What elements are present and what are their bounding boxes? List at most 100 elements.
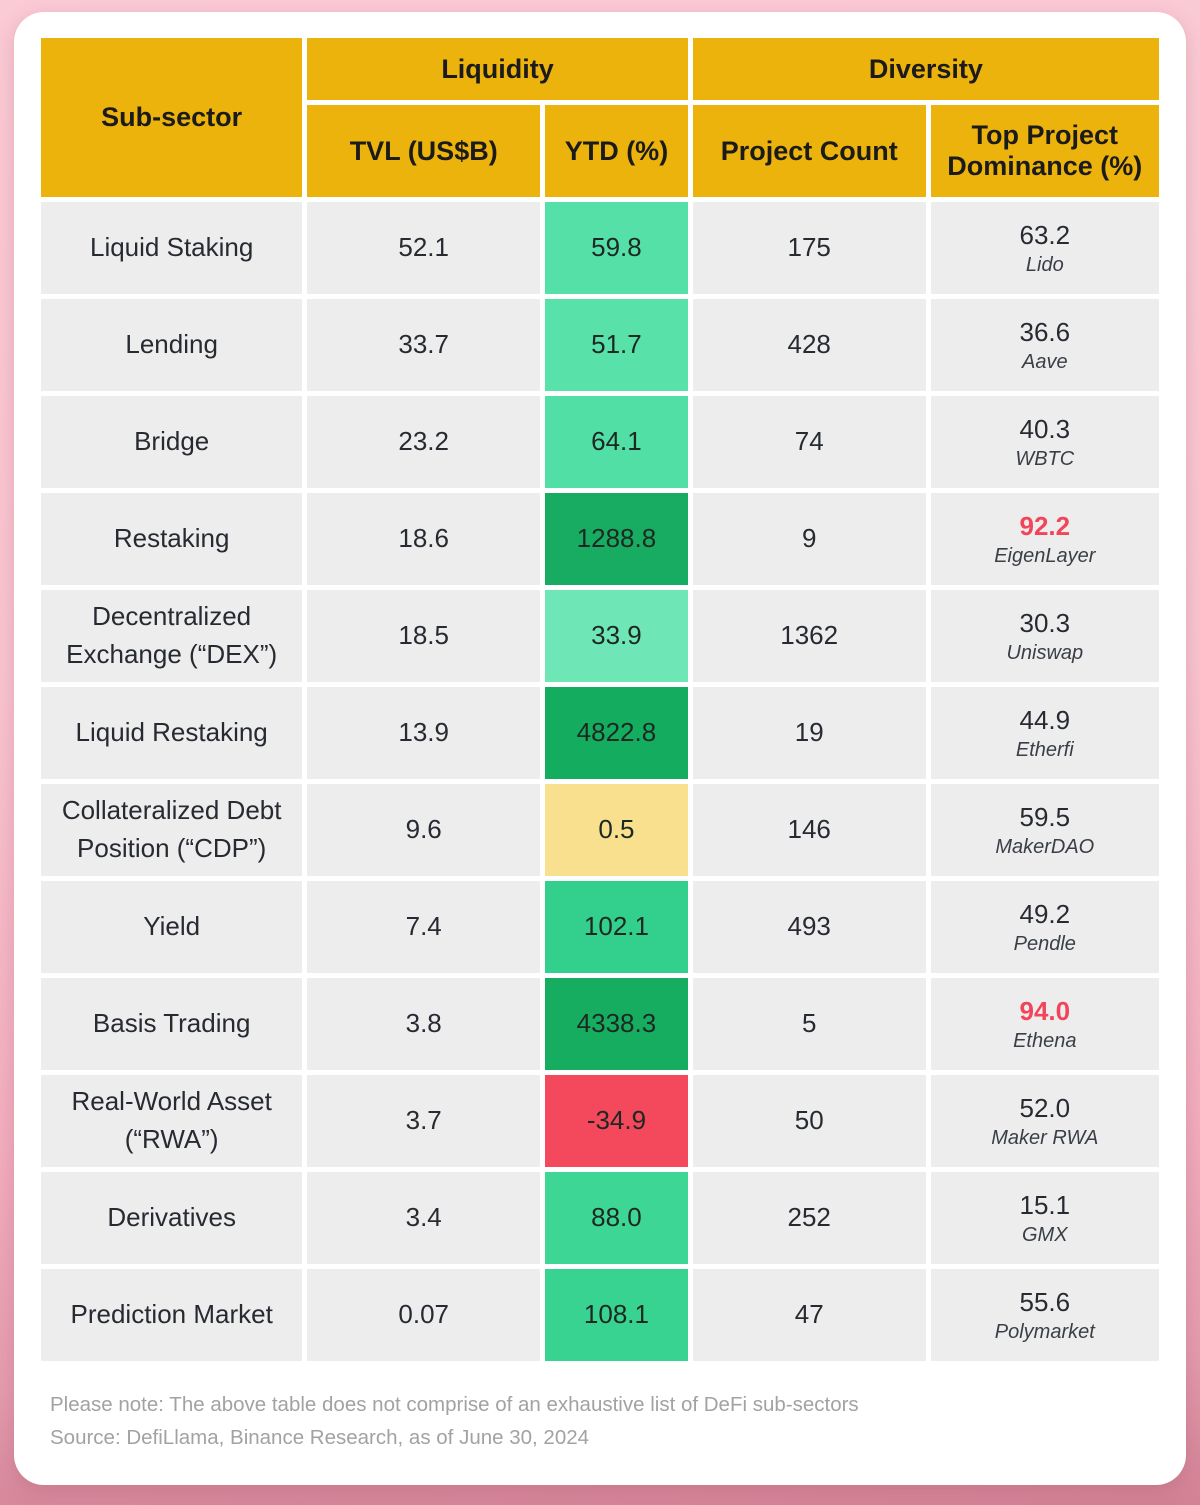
dominance-cell: 92.2 EigenLayer	[930, 493, 1159, 585]
table-row: Restaking 18.6 1288.8 9 92.2 EigenLayer	[41, 493, 1159, 585]
tvl-cell: 3.8	[307, 978, 541, 1070]
subsector-cell: Basis Trading	[41, 978, 303, 1070]
project-count-cell: 175	[692, 202, 926, 294]
top-project-name: EigenLayer	[994, 544, 1096, 567]
col-group-liquidity: Liquidity	[307, 38, 688, 100]
top-project-name: Ethena	[1013, 1029, 1077, 1052]
top-project-name: Aave	[1021, 350, 1068, 373]
header-sub-row: TVL (US$B) YTD (%) Project Count Top Pro…	[41, 105, 1159, 197]
top-project-name: Maker RWA	[991, 1126, 1099, 1149]
tvl-cell: 0.07	[307, 1269, 541, 1361]
subsector-cell: Liquid Restaking	[41, 687, 303, 779]
project-count-cell: 1362	[692, 590, 926, 682]
subsector-cell: Yield	[41, 881, 303, 973]
top-project-name: Pendle	[1013, 932, 1076, 955]
dominance-cell: 52.0 Maker RWA	[930, 1075, 1159, 1167]
ytd-cell: -34.9	[545, 1075, 688, 1167]
table-row: Collateralized Debt Position (“CDP”) 9.6…	[41, 784, 1159, 876]
dominance-value: 49.2	[1019, 899, 1071, 930]
table-body: Liquid Staking 52.1 59.8 175 63.2 Lido L…	[41, 202, 1159, 1361]
dominance-value: 44.9	[1019, 705, 1071, 736]
tvl-cell: 23.2	[307, 396, 541, 488]
footnotes: Please note: The above table does not co…	[50, 1388, 1162, 1454]
subsector-cell: Lending	[41, 299, 303, 391]
table-row: Prediction Market 0.07 108.1 47 55.6 Pol…	[41, 1269, 1159, 1361]
tvl-cell: 7.4	[307, 881, 541, 973]
ytd-cell: 64.1	[545, 396, 688, 488]
dominance-cell: 44.9 Etherfi	[930, 687, 1159, 779]
project-count-cell: 50	[692, 1075, 926, 1167]
tvl-cell: 13.9	[307, 687, 541, 779]
project-count-cell: 493	[692, 881, 926, 973]
tvl-cell: 33.7	[307, 299, 541, 391]
subsector-cell: Derivatives	[41, 1172, 303, 1264]
project-count-cell: 428	[692, 299, 926, 391]
subsector-cell: Collateralized Debt Position (“CDP”)	[41, 784, 303, 876]
top-project-name: Etherfi	[1015, 738, 1074, 761]
table-row: Lending 33.7 51.7 428 36.6 Aave	[41, 299, 1159, 391]
table-row: Bridge 23.2 64.1 74 40.3 WBTC	[41, 396, 1159, 488]
dominance-value: 92.2	[1019, 511, 1071, 542]
ytd-cell: 102.1	[545, 881, 688, 973]
col-header-sub-sector: Sub-sector	[41, 38, 303, 197]
ytd-cell: 88.0	[545, 1172, 688, 1264]
top-project-name: WBTC	[1015, 447, 1075, 470]
subsector-cell: Bridge	[41, 396, 303, 488]
subsector-cell: Liquid Staking	[41, 202, 303, 294]
table-row: Decentralized Exchange (“DEX”) 18.5 33.9…	[41, 590, 1159, 682]
project-count-cell: 146	[692, 784, 926, 876]
project-count-cell: 74	[692, 396, 926, 488]
dominance-value: 40.3	[1019, 414, 1071, 445]
tvl-cell: 3.7	[307, 1075, 541, 1167]
tvl-cell: 52.1	[307, 202, 541, 294]
project-count-cell: 47	[692, 1269, 926, 1361]
table-row: Yield 7.4 102.1 493 49.2 Pendle	[41, 881, 1159, 973]
tvl-cell: 3.4	[307, 1172, 541, 1264]
tvl-cell: 18.5	[307, 590, 541, 682]
project-count-cell: 19	[692, 687, 926, 779]
tvl-cell: 18.6	[307, 493, 541, 585]
footnote-source: Source: DefiLlama, Binance Research, as …	[50, 1426, 590, 1450]
top-project-name: MakerDAO	[995, 835, 1095, 858]
dominance-value: 94.0	[1019, 996, 1071, 1027]
tvl-cell: 9.6	[307, 784, 541, 876]
dominance-value: 15.1	[1019, 1190, 1071, 1221]
dominance-cell: 59.5 MakerDAO	[930, 784, 1159, 876]
col-header-top-project-dominance: Top Project Dominance (%)	[930, 105, 1159, 197]
table-card: Sub-sector Liquidity Diversity TVL (US$B…	[14, 12, 1186, 1485]
ytd-cell: 0.5	[545, 784, 688, 876]
col-group-diversity: Diversity	[692, 38, 1159, 100]
dominance-value: 63.2	[1019, 220, 1071, 251]
dominance-cell: 30.3 Uniswap	[930, 590, 1159, 682]
dominance-cell: 63.2 Lido	[930, 202, 1159, 294]
top-project-name: Uniswap	[1006, 641, 1084, 664]
dominance-value: 52.0	[1019, 1093, 1071, 1124]
dominance-cell: 40.3 WBTC	[930, 396, 1159, 488]
dominance-cell: 15.1 GMX	[930, 1172, 1159, 1264]
ytd-cell: 33.9	[545, 590, 688, 682]
header-group-row: Sub-sector Liquidity Diversity	[41, 38, 1159, 197]
dominance-cell: 36.6 Aave	[930, 299, 1159, 391]
table-header: Sub-sector Liquidity Diversity TVL (US$B…	[41, 38, 1159, 197]
ytd-cell: 108.1	[545, 1269, 688, 1361]
dominance-cell: 94.0 Ethena	[930, 978, 1159, 1070]
table-row: Basis Trading 3.8 4338.3 5 94.0 Ethena	[41, 978, 1159, 1070]
ytd-cell: 59.8	[545, 202, 688, 294]
ytd-cell: 1288.8	[545, 493, 688, 585]
project-count-cell: 9	[692, 493, 926, 585]
ytd-cell: 4338.3	[545, 978, 688, 1070]
project-count-cell: 5	[692, 978, 926, 1070]
footnote-disclaimer: Please note: The above table does not co…	[50, 1393, 859, 1416]
defi-subsector-table: Sub-sector Liquidity Diversity TVL (US$B…	[36, 33, 1164, 1366]
top-project-name: GMX	[1022, 1223, 1068, 1246]
project-count-cell: 252	[692, 1172, 926, 1264]
top-project-name: Lido	[1025, 253, 1064, 276]
dominance-value: 30.3	[1019, 608, 1071, 639]
dominance-value: 59.5	[1019, 802, 1071, 833]
dominance-value: 55.6	[1019, 1287, 1071, 1318]
subsector-cell: Restaking	[41, 493, 303, 585]
subsector-cell: Decentralized Exchange (“DEX”)	[41, 590, 303, 682]
table-row: Liquid Restaking 13.9 4822.8 19 44.9 Eth…	[41, 687, 1159, 779]
ytd-cell: 4822.8	[545, 687, 688, 779]
col-header-tvl: TVL (US$B)	[307, 105, 541, 197]
